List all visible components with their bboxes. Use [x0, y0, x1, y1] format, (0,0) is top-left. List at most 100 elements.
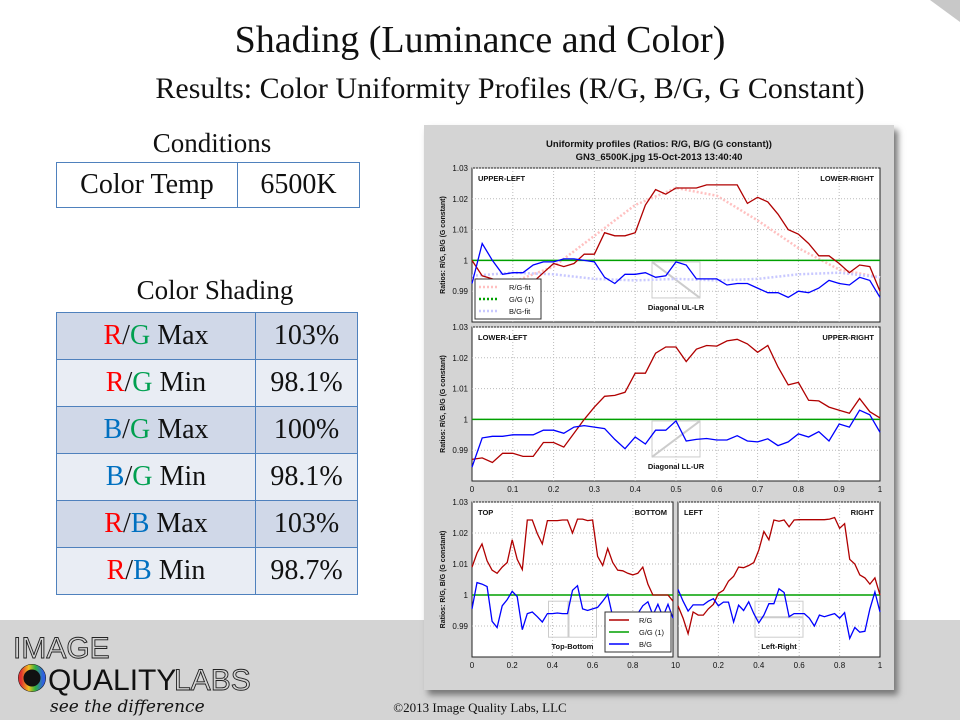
- metric-label: R/G Max: [56, 312, 256, 360]
- logo-line2-quality: QUALITY: [48, 664, 176, 697]
- slash: /: [125, 555, 134, 586]
- corner-decoration: [930, 0, 960, 22]
- copyright: ©2013 Image Quality Labs, LLC: [393, 700, 567, 715]
- metric-numerator: B: [105, 461, 125, 492]
- metric-value: 103%: [255, 500, 358, 548]
- corner-label-left: TOP: [478, 508, 493, 517]
- rg-line: [471, 184, 881, 292]
- metric-label: B/G Max: [56, 406, 256, 454]
- y-tick-label: 1.02: [452, 195, 468, 204]
- metric-denominator: G: [129, 320, 151, 351]
- x-tick-label: 0.9: [834, 485, 846, 494]
- color-shading-heading: Color Shading: [136, 275, 294, 305]
- legend-entry: R/G: [639, 616, 653, 625]
- corner-label-right: RIGHT: [851, 508, 875, 517]
- metric-denominator: B: [130, 508, 150, 539]
- x-tick-label: 0.8: [793, 485, 805, 494]
- metric-denominator: B: [133, 555, 152, 586]
- x-tick-label: 0.6: [587, 661, 599, 670]
- logo-line1: IMAGE: [13, 632, 110, 665]
- corner-label-left: LOWER-LEFT: [478, 333, 528, 342]
- x-tick-label: 1: [878, 661, 883, 670]
- table-row: R/B Max 103%: [56, 500, 358, 548]
- plot-area: [471, 326, 881, 482]
- bg-line: [471, 241, 881, 299]
- x-tick-label: 1: [878, 485, 883, 494]
- y-tick-label: 1.03: [452, 164, 468, 173]
- bg-line: [677, 587, 881, 641]
- y-tick-label: 1.01: [452, 385, 468, 394]
- legend-box: [474, 278, 542, 320]
- table-row: B/G Min 98.1%: [56, 453, 358, 501]
- metric-stat: Max: [157, 414, 209, 445]
- metric-stat: Max: [156, 508, 208, 539]
- x-tick-label: 0.3: [589, 485, 601, 494]
- y-tick-label: 1.03: [452, 323, 468, 332]
- x-tick-label: 0.8: [627, 661, 639, 670]
- metric-label: R/B Min: [56, 547, 256, 595]
- table-row: Color Temp 6500K: [56, 162, 360, 208]
- y-axis-label: Ratios: R/G, B/G (G constant): [440, 531, 447, 629]
- x-tick-label: 0.4: [630, 485, 642, 494]
- slash: /: [122, 508, 131, 539]
- bg-line: [471, 409, 881, 468]
- x-tick-label: 0.1: [507, 485, 519, 494]
- x-tick-label: 0.5: [670, 485, 682, 494]
- subplot-name: Diagonal UL-LR: [648, 303, 705, 312]
- x-tick-label: 10: [671, 661, 680, 670]
- slash: /: [122, 320, 130, 351]
- table-row: R/B Min 98.7%: [56, 547, 358, 595]
- subplot-name: Top-Bottom: [552, 642, 594, 651]
- table-row: R/G Min 98.1%: [56, 359, 358, 407]
- metric-denominator: G: [132, 367, 153, 398]
- x-tick-label: 0.2: [507, 661, 519, 670]
- rg-line: [471, 518, 674, 602]
- logo-tagline: see the difference: [50, 697, 205, 717]
- slash: /: [124, 367, 133, 398]
- y-tick-label: 1.03: [452, 498, 468, 507]
- y-tick-label: 1.02: [452, 529, 468, 538]
- logo-iris: [18, 664, 46, 692]
- y-tick-label: 0.99: [452, 622, 468, 631]
- y-tick-label: 1.01: [452, 560, 468, 569]
- metric-label: B/G Min: [56, 453, 256, 501]
- logo-line2-labs: LABS: [174, 664, 251, 697]
- metric-denominator: G: [132, 461, 153, 492]
- y-tick-label: 1: [464, 591, 469, 600]
- chart-subtitle: GN3_6500K.jpg 15-Oct-2013 13:40:40: [576, 152, 743, 163]
- slide-title: Shading (Luminance and Color): [234, 19, 726, 61]
- rg-fit-line: [471, 186, 881, 284]
- metric-value: 98.7%: [255, 547, 358, 595]
- x-tick-label: 0.6: [794, 661, 806, 670]
- rg-line: [471, 338, 881, 464]
- x-tick-label: 0.8: [834, 661, 846, 670]
- corner-label-left: UPPER-LEFT: [478, 174, 526, 183]
- metric-value: 103%: [255, 312, 358, 360]
- x-tick-label: 0: [470, 485, 475, 494]
- conditions-heading: Conditions: [152, 128, 272, 158]
- x-tick-label: 0.7: [752, 485, 764, 494]
- subplot-name: Diagonal LL-UR: [648, 462, 705, 471]
- rg-line: [677, 516, 881, 637]
- metric-value: 98.1%: [255, 453, 358, 501]
- corner-label-right: UPPER-RIGHT: [822, 333, 874, 342]
- metric-denominator: G: [129, 414, 151, 445]
- image-quality-labs-logo: IMAGE QUALITY LABS see the difference: [13, 632, 252, 717]
- metric-stat: Min: [159, 367, 207, 398]
- metric-numerator: R: [104, 508, 123, 539]
- inset-diagram-icon: [754, 600, 804, 638]
- y-axis-label: Ratios: R/G, B/G (G constant): [440, 355, 447, 453]
- metric-stat: Min: [158, 555, 206, 586]
- metric-stat: Min: [159, 461, 207, 492]
- legend-entry: B/G: [639, 640, 652, 649]
- inset-diagonal: [651, 420, 701, 458]
- x-tick-label: 0.2: [713, 661, 725, 670]
- uniformity-chart-panel: Uniformity profiles (Ratios: R/G, B/G (G…: [424, 125, 894, 690]
- legend-entry: G/G (1): [509, 295, 535, 304]
- condition-label: Color Temp: [56, 162, 238, 208]
- chart-title: Uniformity profiles (Ratios: R/G, B/G (G…: [546, 139, 772, 150]
- x-tick-label: 0.4: [753, 661, 765, 670]
- metric-label: R/G Min: [56, 359, 256, 407]
- metric-value: 98.1%: [255, 359, 358, 407]
- inset-diagram-icon: [548, 600, 597, 638]
